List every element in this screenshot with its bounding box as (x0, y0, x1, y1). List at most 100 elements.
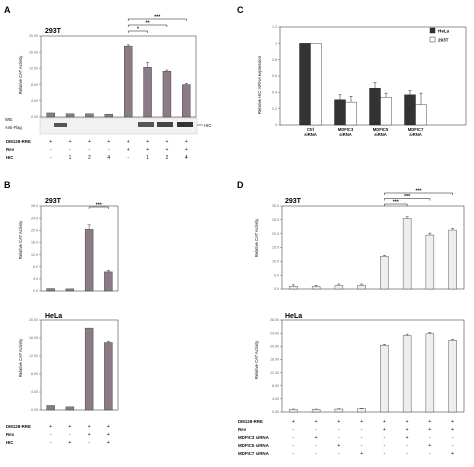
condition-symbol: - (338, 427, 340, 433)
bar (448, 229, 457, 290)
y-tick-label: 8.00 (31, 372, 38, 376)
condition-symbol: + (127, 147, 130, 153)
bar (334, 99, 346, 126)
y-tick-label: 10.0 (272, 260, 279, 264)
y-tick-label: 25.0 (272, 218, 279, 222)
condition-row-label: Rev (6, 432, 15, 437)
condition-symbol: 1 (146, 155, 149, 161)
condition-symbol: + (428, 419, 431, 425)
y-tick-label: 4.00 (31, 390, 38, 394)
condition-symbol: - (50, 155, 52, 161)
condition-symbol: + (383, 419, 386, 425)
condition-symbol: + (185, 139, 188, 145)
condition-symbol: - (50, 440, 52, 446)
y-tick-label: 28.00 (270, 318, 279, 322)
y-axis-label: Relative CAT Activity (18, 55, 23, 94)
bar (65, 406, 75, 411)
panel-a-chart: 293T Relative CAT Activity WB: Anti-Flag… (5, 14, 211, 161)
condition-symbol: - (361, 427, 363, 433)
y-tick-label: 28.0 (31, 204, 38, 208)
y-tick-label: 4.0 (33, 277, 38, 281)
condition-symbol: - (315, 427, 317, 433)
y-tick-label: 16.00 (270, 358, 279, 362)
x-category-label: siRNA (374, 132, 387, 137)
condition-symbol: + (165, 147, 168, 153)
bar (311, 409, 321, 413)
condition-symbol: + (107, 432, 110, 438)
wb-band (138, 122, 154, 127)
y-tick-label: 8.0 (33, 265, 38, 269)
condition-symbol: - (406, 451, 408, 457)
condition-symbol: - (384, 451, 386, 457)
bar (310, 43, 322, 126)
condition-symbol: - (50, 432, 52, 438)
y-tick-label: 0.0 (33, 289, 38, 293)
condition-symbol: + (69, 139, 72, 145)
y-tick-label: 20.00 (270, 344, 279, 348)
bar (46, 405, 55, 411)
condition-symbol: + (428, 427, 431, 433)
cell-line-label: 293T (45, 28, 62, 35)
bar (143, 66, 152, 118)
cell-line-label: 293T (45, 198, 62, 205)
condition-symbol: - (69, 432, 71, 438)
legend-swatch-293t (429, 36, 436, 43)
x-category-label: siRNA (409, 132, 422, 137)
wb-band (177, 122, 193, 127)
y-tick-label: 20.00 (29, 318, 38, 322)
y-tick-label: 24.00 (270, 331, 279, 335)
condition-symbol: + (360, 451, 363, 457)
bar (380, 97, 392, 126)
significance-marker: *** (415, 188, 422, 194)
bar (334, 285, 344, 290)
condition-symbol: - (315, 451, 317, 457)
bar (85, 113, 94, 118)
condition-row-label: Rev (238, 427, 247, 432)
bar (345, 101, 357, 126)
condition-row-label: DM128-RRE (6, 424, 31, 429)
condition-symbol: + (185, 147, 188, 153)
y-axis-label: Relative CAT Activity (254, 218, 259, 257)
condition-symbol: 4 (185, 155, 188, 161)
condition-row-label: DM128-RRE (238, 419, 263, 424)
condition-symbol: 4 (107, 155, 110, 161)
condition-symbol: + (406, 419, 409, 425)
bar (404, 94, 416, 126)
condition-symbol: - (452, 443, 454, 449)
x-category-label: Ctrl (307, 127, 314, 132)
bar (380, 345, 389, 413)
condition-symbol: + (88, 432, 91, 438)
wb-band (157, 122, 173, 127)
bar (65, 288, 75, 292)
bar (182, 84, 191, 118)
x-category-label: siRNA (304, 132, 317, 137)
y-tick-label: 0.00 (272, 410, 279, 414)
y-tick-label: 15.0 (272, 246, 279, 250)
plot-frame (40, 319, 119, 411)
y-tick-label: 20.0 (272, 232, 279, 236)
bar (299, 43, 311, 126)
condition-symbol: + (107, 440, 110, 446)
y-tick-label: 0.2 (272, 107, 277, 111)
significance-marker: ** (146, 20, 151, 26)
significance-marker: *** (154, 14, 161, 20)
condition-symbol: - (338, 435, 340, 441)
panel-b-293t-chart: 293T Relative CAT Activity 0.0 4.0 8.0 12.0… (18, 198, 119, 293)
condition-symbol: - (315, 443, 317, 449)
y-tick-label: 16.00 (29, 336, 38, 340)
x-category-label: siRNA (339, 132, 352, 137)
y-tick-label: 8.00 (31, 83, 38, 87)
significance-marker: *** (393, 199, 400, 205)
panel-letter-b: B (4, 180, 11, 190)
y-tick-label: 1.2 (272, 25, 277, 29)
condition-symbol: - (429, 451, 431, 457)
wb-antibody-label: Anti-Flag (5, 125, 22, 130)
condition-symbol: + (292, 419, 295, 425)
bar (357, 408, 366, 413)
bar (289, 286, 298, 290)
bar (357, 285, 366, 290)
bar (65, 113, 75, 118)
y-tick-label: 16.00 (29, 50, 38, 54)
condition-symbol: - (384, 435, 386, 441)
